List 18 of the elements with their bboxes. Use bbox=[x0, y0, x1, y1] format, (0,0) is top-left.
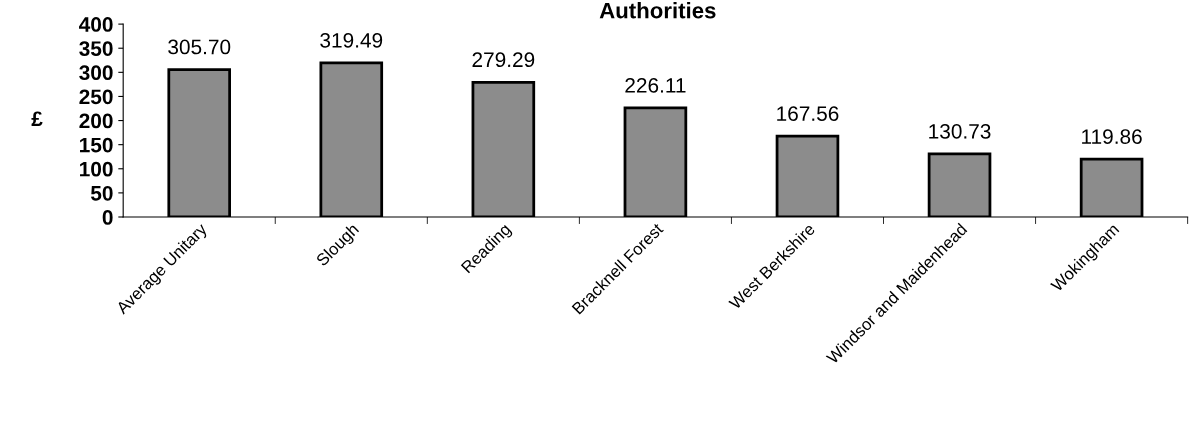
y-tick-label: 200 bbox=[79, 113, 113, 129]
data-label: 119.86 bbox=[1082, 129, 1142, 144]
y-tick-label: 300 bbox=[79, 65, 113, 81]
y-tick-label: 100 bbox=[80, 161, 113, 177]
data-label: 305.70 bbox=[168, 39, 231, 55]
data-label: 130.73 bbox=[929, 123, 991, 139]
data-label: 279.29 bbox=[472, 52, 535, 68]
y-axis-title: £ bbox=[31, 111, 43, 126]
y-tick-label: 250 bbox=[79, 89, 113, 105]
data-label: 226.11 bbox=[625, 77, 686, 93]
y-tick-label: 0 bbox=[102, 210, 113, 225]
data-label: 167.56 bbox=[777, 106, 839, 121]
y-tick-label: 350 bbox=[79, 41, 113, 57]
y-tick-label: 400 bbox=[79, 17, 113, 32]
chart-title: Authorities bbox=[599, 2, 716, 19]
y-tick-label: 50 bbox=[90, 185, 113, 201]
data-label: 319.49 bbox=[320, 32, 383, 48]
y-tick-label: 150 bbox=[80, 137, 113, 153]
